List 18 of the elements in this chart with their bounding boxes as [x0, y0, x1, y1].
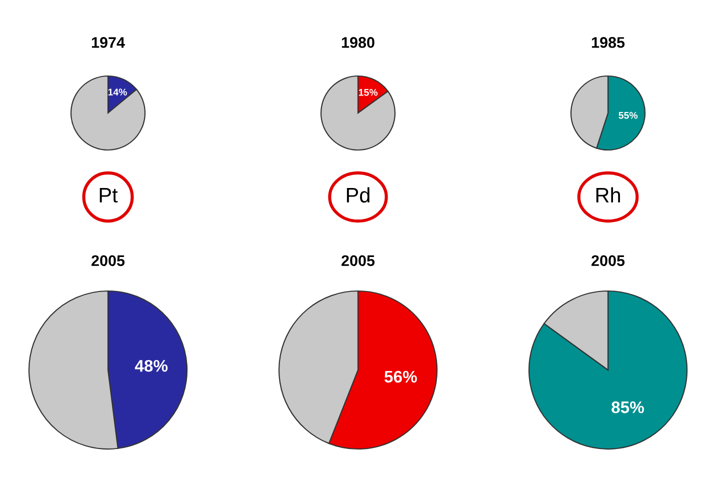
chart-title: 1985	[592, 37, 625, 48]
pie-slice	[528, 290, 688, 450]
chart-title: 2005	[342, 255, 375, 266]
data-label: 14%	[108, 88, 127, 96]
chart-title: 2005	[592, 255, 625, 266]
data-label: 85%	[612, 401, 644, 414]
pie-slice	[70, 75, 146, 151]
pie-slice	[320, 75, 396, 151]
chart-title: 1974	[92, 37, 125, 48]
text: Pd	[346, 187, 370, 203]
data-label: 15%	[358, 88, 378, 96]
data-label: 48%	[134, 360, 168, 372]
chart-title: 2005	[92, 255, 125, 266]
chart-title: 1980	[342, 37, 374, 48]
text: Rh	[596, 187, 620, 202]
data-label: 56%	[384, 370, 417, 383]
text: Pt	[100, 188, 118, 203]
data-label: 55%	[618, 112, 638, 119]
